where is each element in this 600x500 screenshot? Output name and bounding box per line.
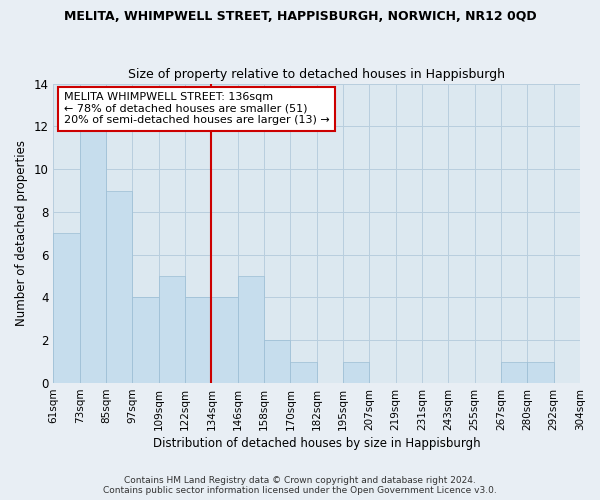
Bar — [343, 362, 370, 383]
Bar — [106, 190, 133, 383]
Bar — [133, 298, 159, 383]
Text: MELITA WHIMPWELL STREET: 136sqm
← 78% of detached houses are smaller (51)
20% of: MELITA WHIMPWELL STREET: 136sqm ← 78% of… — [64, 92, 329, 126]
Text: MELITA, WHIMPWELL STREET, HAPPISBURGH, NORWICH, NR12 0QD: MELITA, WHIMPWELL STREET, HAPPISBURGH, N… — [64, 10, 536, 23]
Bar — [211, 298, 238, 383]
Title: Size of property relative to detached houses in Happisburgh: Size of property relative to detached ho… — [128, 68, 505, 81]
Bar — [185, 298, 211, 383]
X-axis label: Distribution of detached houses by size in Happisburgh: Distribution of detached houses by size … — [153, 437, 481, 450]
Bar — [80, 126, 106, 383]
Bar — [501, 362, 527, 383]
Bar — [159, 276, 185, 383]
Y-axis label: Number of detached properties: Number of detached properties — [15, 140, 28, 326]
Text: Contains HM Land Registry data © Crown copyright and database right 2024.
Contai: Contains HM Land Registry data © Crown c… — [103, 476, 497, 495]
Bar — [290, 362, 317, 383]
Bar — [264, 340, 290, 383]
Bar — [527, 362, 554, 383]
Bar — [238, 276, 264, 383]
Bar — [53, 234, 80, 383]
